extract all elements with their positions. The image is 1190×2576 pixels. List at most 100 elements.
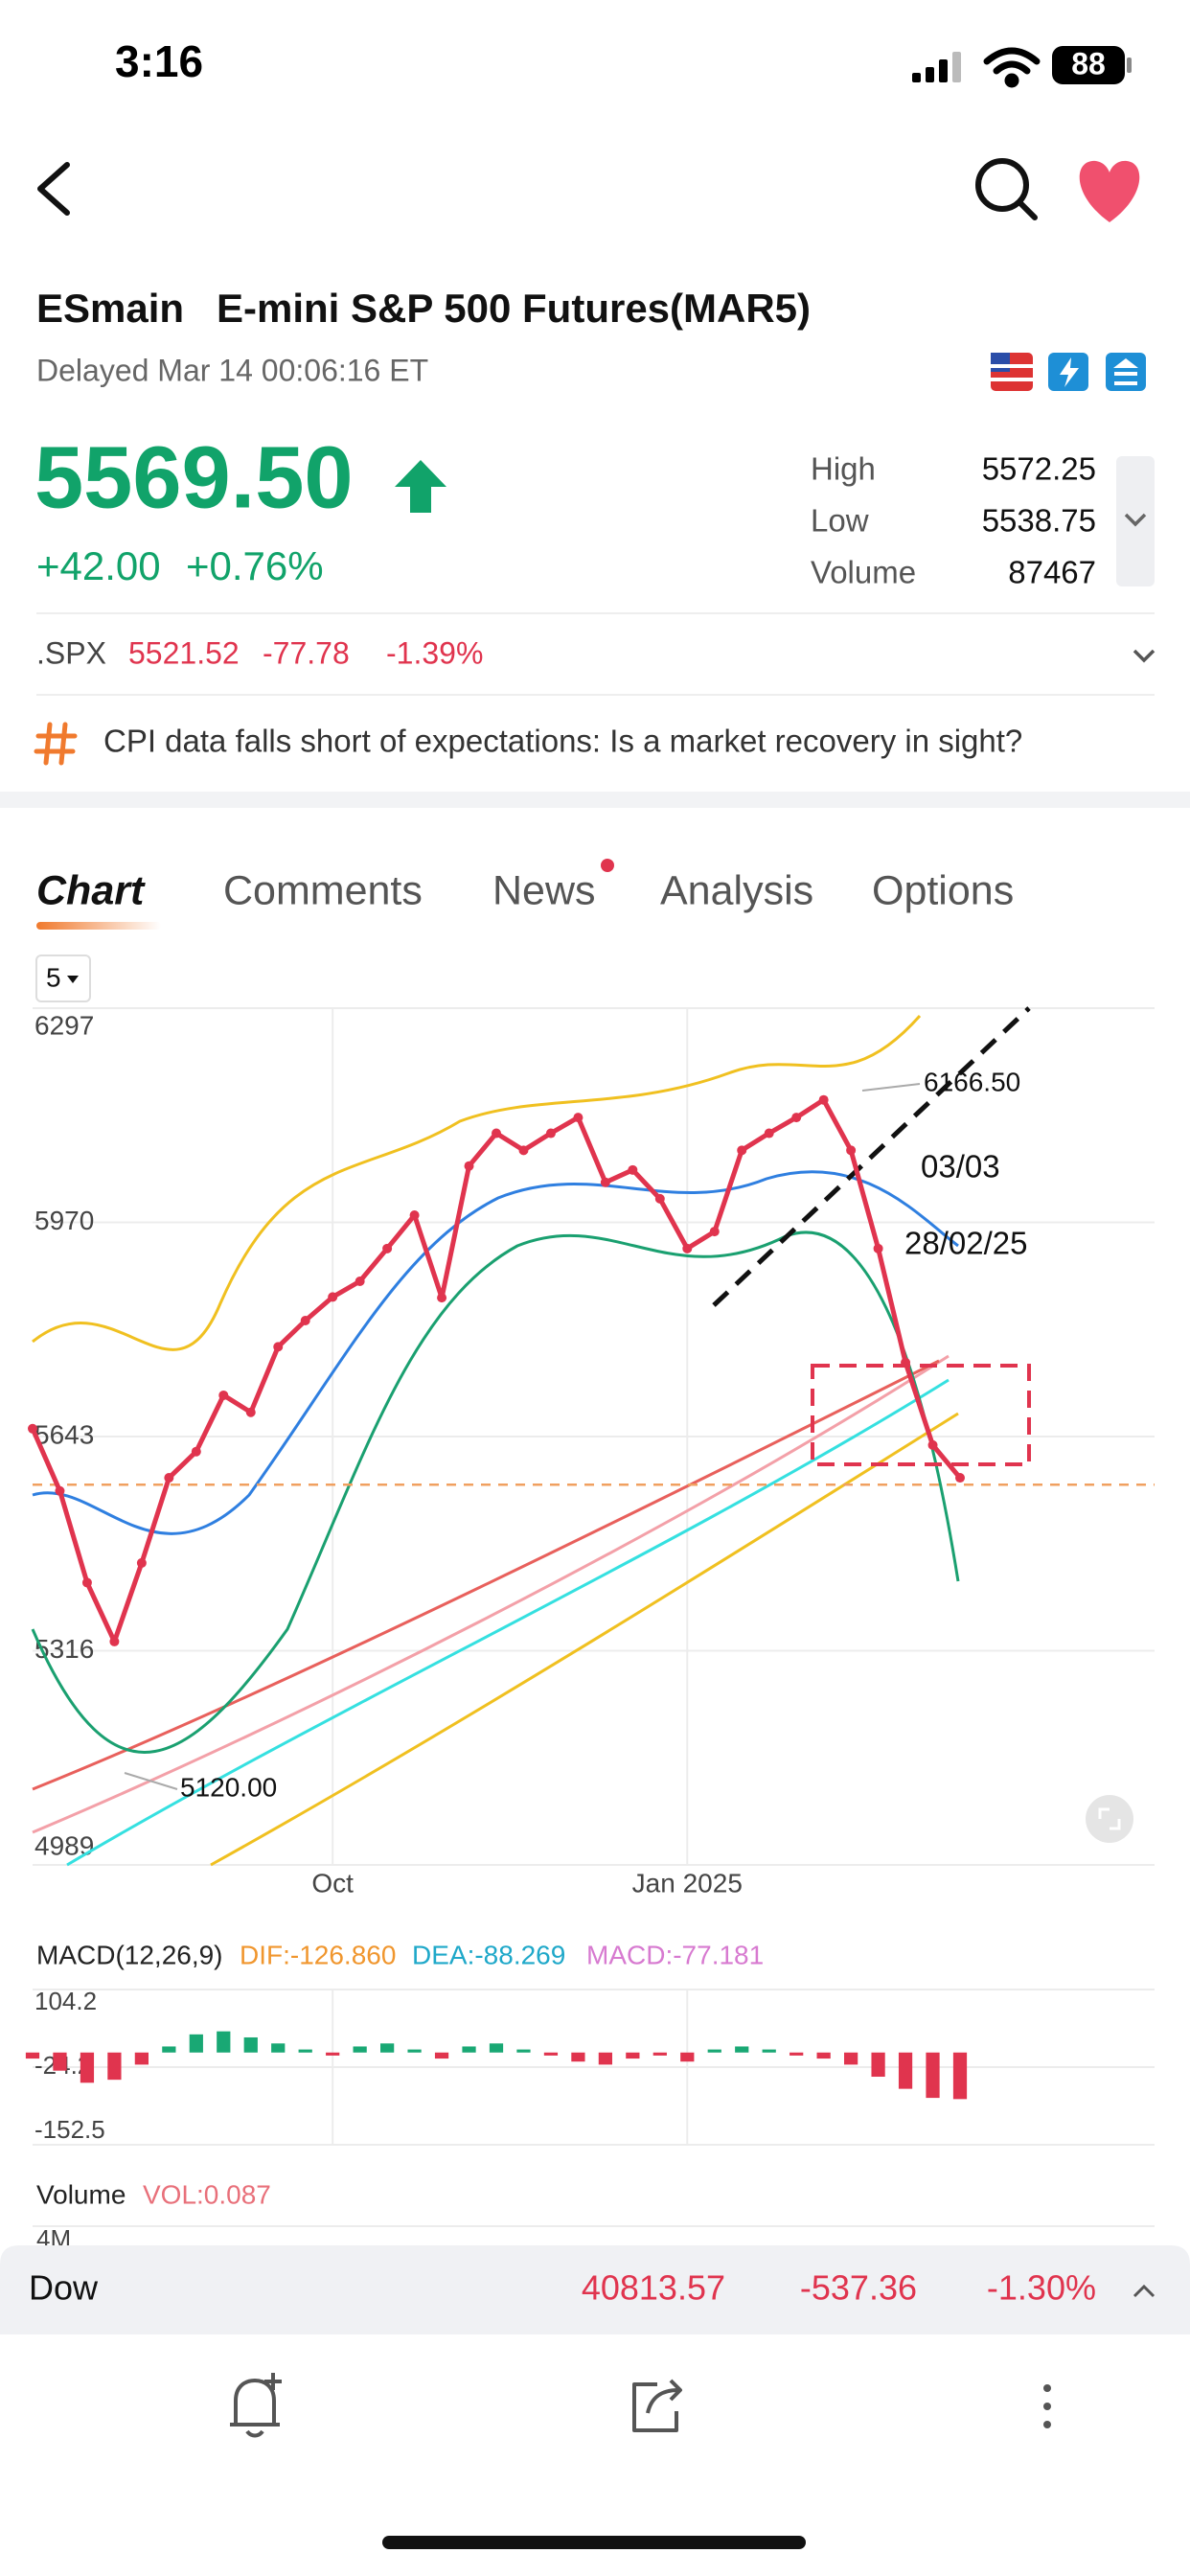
index-change-pct: -1.39%	[386, 635, 483, 670]
tab[interactable]: Comments	[223, 867, 423, 913]
macd-bar	[952, 2052, 968, 2100]
price-point	[628, 1164, 638, 1175]
y-tick-label: 6297	[34, 1010, 94, 1040]
stat-label: Low	[811, 503, 869, 539]
macd-bar	[462, 2046, 476, 2053]
macd-bar	[326, 2052, 340, 2056]
ticker-name: Dow	[29, 2268, 99, 2308]
share-button[interactable]	[632, 2379, 682, 2432]
price-point	[464, 1161, 474, 1171]
macd-bar	[816, 2052, 831, 2059]
wifi-icon	[983, 47, 1041, 88]
tab[interactable]: News	[492, 867, 596, 913]
stat-label: Volume	[811, 555, 916, 590]
market-icons	[991, 353, 1146, 391]
price-line	[30, 1097, 962, 1644]
macd-bar	[680, 2052, 695, 2062]
price-point	[573, 1113, 584, 1123]
section-separator	[0, 792, 1190, 808]
period-caret	[67, 976, 79, 983]
price-point	[55, 1485, 65, 1496]
macd-bar	[543, 2052, 559, 2056]
price-point	[818, 1094, 829, 1105]
macd-label: DIF:-126.860	[240, 1940, 396, 1969]
period-selector[interactable]	[35, 954, 91, 1002]
news-banner[interactable]: CPI data falls short of expectations: Is…	[103, 724, 1022, 759]
topic-icon	[34, 722, 78, 766]
macd-bar	[762, 2049, 776, 2053]
macd-bar	[489, 2043, 504, 2053]
index-expand[interactable]	[1133, 649, 1156, 663]
price-point	[709, 1227, 720, 1237]
price-point	[846, 1145, 857, 1156]
price-point	[382, 1243, 393, 1254]
price-point	[409, 1209, 420, 1220]
y-tick-label: -152.5	[34, 2115, 105, 2144]
macd-bar	[134, 2052, 149, 2065]
price-point	[328, 1292, 338, 1302]
stat-value: 87467	[1008, 555, 1096, 590]
macd-bar	[353, 2046, 367, 2053]
price-point	[545, 1128, 556, 1138]
index-symbol: .SPX	[36, 635, 106, 670]
ticker-bar[interactable]	[0, 2245, 1190, 2334]
alert-button[interactable]	[230, 2373, 282, 2438]
trend-line	[712, 1006, 1031, 1307]
macd-bar	[298, 2049, 312, 2053]
y-tick-label: 4989	[34, 1830, 94, 1860]
price-point	[245, 1407, 256, 1417]
y-tick-label: 5316	[34, 1634, 94, 1664]
delay-info: Delayed Mar 14 00:06:16 ET	[36, 353, 428, 387]
fullscreen-button[interactable]	[1086, 1795, 1133, 1843]
price-point	[109, 1636, 120, 1646]
volume-value: VOL:0.087	[143, 2179, 271, 2209]
macd-bar	[707, 2049, 721, 2053]
y-tick-label: 5970	[34, 1206, 94, 1235]
fullscreen-icon	[1098, 1807, 1121, 1830]
macd-bar	[898, 2052, 913, 2089]
search-button[interactable]	[975, 158, 1038, 220]
macd-bar	[80, 2052, 95, 2083]
back-button[interactable]	[37, 162, 70, 216]
ticker-price: 40813.57	[582, 2268, 725, 2308]
price-point	[737, 1145, 747, 1156]
macd-bar	[53, 2052, 67, 2071]
price-point	[273, 1342, 284, 1352]
ticker-expand[interactable]	[1133, 2284, 1156, 2298]
home-indicator	[382, 2536, 806, 2549]
x-tick-label: Jan 2025	[632, 1868, 743, 1898]
macd-bar	[434, 2052, 449, 2059]
chart-annotation: 6166.50	[924, 1067, 1020, 1096]
price-point	[191, 1446, 201, 1457]
macd-bar	[871, 2052, 885, 2078]
macd-bar	[844, 2052, 858, 2065]
price-point	[518, 1145, 529, 1156]
price-point	[136, 1557, 147, 1568]
favorite-button[interactable]	[1079, 160, 1140, 222]
stat-value: 5572.25	[982, 451, 1096, 487]
tab[interactable]: Options	[872, 867, 1014, 913]
tab[interactable]: Analysis	[660, 867, 813, 913]
macd-bar	[189, 2034, 203, 2053]
leader-line	[861, 1083, 921, 1092]
price-point	[873, 1243, 883, 1254]
chart-annotation: 03/03	[921, 1149, 1000, 1184]
battery-icon	[1052, 46, 1125, 84]
macd-bar	[790, 2052, 804, 2056]
tab[interactable]: Chart	[36, 867, 146, 913]
more-button[interactable]	[1043, 2384, 1051, 2428]
macd-bar	[598, 2052, 612, 2065]
chevron-down	[1124, 513, 1147, 527]
y-tick-label: 5643	[34, 1419, 94, 1449]
symbol: ESmain	[36, 286, 184, 331]
macd-label: MACD:-77.181	[586, 1940, 764, 1969]
macd-bar	[652, 2052, 667, 2056]
status-time: 3:16	[115, 36, 203, 86]
price-point	[764, 1128, 774, 1138]
price-point	[437, 1293, 447, 1303]
price-point	[355, 1276, 365, 1287]
stats-expand[interactable]	[1116, 456, 1155, 586]
macd-title: MACD(12,26,9)	[36, 1940, 223, 1969]
chart-annotation: 28/02/25	[904, 1226, 1027, 1261]
